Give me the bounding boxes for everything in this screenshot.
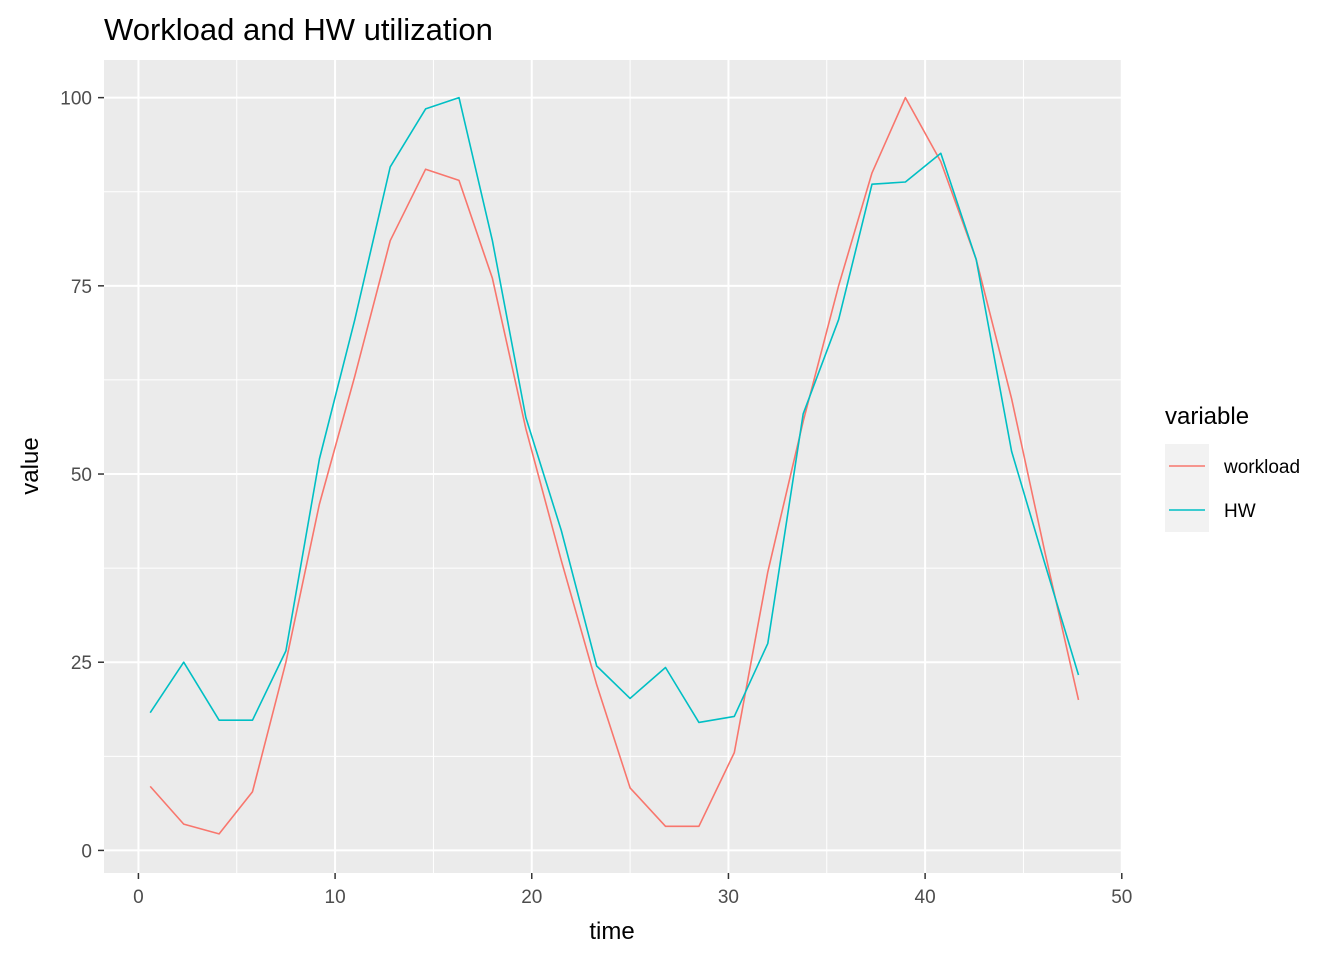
x-tick-label: 0: [133, 887, 144, 908]
series-line-workload: [149, 96, 1080, 835]
y-tick-label: 25: [71, 653, 92, 674]
y-axis-tick-labels: 0 25 50 75 100: [60, 89, 92, 863]
major-gridlines: [104, 60, 1123, 873]
legend-label: HW: [1224, 501, 1256, 522]
legend-item-hw: HW: [1165, 488, 1256, 532]
legend-label: workload: [1223, 457, 1300, 478]
axis-ticks: [98, 96, 1123, 879]
x-tick-label: 40: [915, 887, 936, 908]
y-tick-label: 100: [60, 89, 92, 110]
x-tick-label: 10: [325, 887, 346, 908]
x-tick-label: 30: [718, 887, 739, 908]
y-tick-label: 50: [71, 465, 92, 486]
y-tick-label: 75: [71, 277, 92, 298]
y-tick-label: 0: [81, 841, 92, 862]
legend-item-workload: workload: [1165, 444, 1300, 488]
series-line-hw: [149, 96, 1080, 724]
x-axis-tick-labels: 0 10 20 30 40 50: [133, 887, 1132, 908]
legend: variable workload HW: [1165, 403, 1300, 532]
x-tick-label: 20: [521, 887, 542, 908]
chart-title: Workload and HW utilization: [104, 12, 493, 47]
series-lines: [149, 96, 1080, 835]
plot-panel: [104, 60, 1121, 873]
y-axis-title: value: [17, 437, 44, 494]
legend-title: variable: [1165, 403, 1249, 430]
x-axis-title: time: [589, 918, 634, 945]
x-tick-label: 50: [1111, 887, 1132, 908]
